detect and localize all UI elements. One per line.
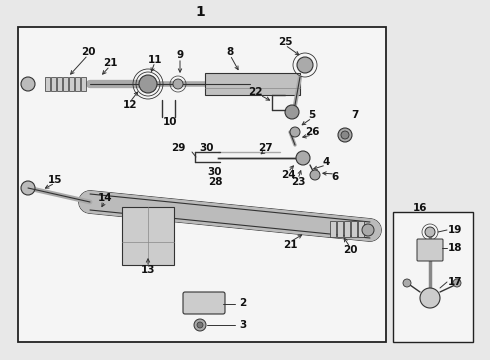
Bar — [122, 207, 174, 265]
Circle shape — [297, 57, 313, 73]
Bar — [63, 77, 68, 91]
Bar — [69, 77, 74, 91]
Text: 10: 10 — [163, 117, 177, 127]
Text: 9: 9 — [176, 50, 184, 60]
Bar — [57, 77, 62, 91]
Bar — [358, 221, 364, 237]
Circle shape — [290, 127, 300, 137]
Text: 15: 15 — [48, 175, 62, 185]
Text: 23: 23 — [291, 177, 305, 187]
Circle shape — [341, 131, 349, 139]
Text: 22: 22 — [248, 87, 262, 97]
Circle shape — [139, 75, 157, 93]
Text: 30: 30 — [208, 167, 222, 177]
Text: 5: 5 — [308, 110, 316, 120]
Bar — [81, 77, 86, 91]
Bar — [45, 77, 50, 91]
Circle shape — [197, 322, 203, 328]
Bar — [75, 77, 80, 91]
Text: 27: 27 — [258, 143, 272, 153]
Circle shape — [21, 181, 35, 195]
Text: 24: 24 — [281, 170, 295, 180]
Bar — [351, 221, 357, 237]
Circle shape — [310, 170, 320, 180]
FancyBboxPatch shape — [183, 292, 225, 314]
Circle shape — [285, 105, 299, 119]
Circle shape — [21, 77, 35, 91]
Text: 7: 7 — [351, 110, 359, 120]
Bar — [393, 212, 473, 342]
Text: 21: 21 — [103, 58, 117, 68]
Text: 11: 11 — [148, 55, 162, 65]
Text: 25: 25 — [278, 37, 292, 47]
Bar — [330, 221, 336, 237]
Text: 26: 26 — [305, 127, 319, 137]
FancyBboxPatch shape — [417, 239, 443, 261]
Bar — [337, 221, 343, 237]
Text: 20: 20 — [343, 245, 357, 255]
Text: 18: 18 — [448, 243, 462, 253]
Text: 16: 16 — [413, 203, 427, 213]
Text: 8: 8 — [226, 47, 234, 57]
Text: 19: 19 — [448, 225, 462, 235]
Circle shape — [425, 227, 435, 237]
Circle shape — [453, 279, 461, 287]
Bar — [51, 77, 56, 91]
Text: 30: 30 — [200, 143, 214, 153]
Text: 3: 3 — [240, 320, 246, 330]
Circle shape — [338, 128, 352, 142]
Circle shape — [420, 288, 440, 308]
Text: 14: 14 — [98, 193, 112, 203]
Bar — [18, 27, 386, 342]
Text: 21: 21 — [283, 240, 297, 250]
Text: 4: 4 — [322, 157, 330, 167]
Bar — [205, 73, 300, 95]
Text: 6: 6 — [331, 172, 339, 182]
Text: 12: 12 — [123, 100, 137, 110]
Text: 17: 17 — [448, 277, 462, 287]
Circle shape — [296, 151, 310, 165]
Circle shape — [173, 79, 183, 89]
Text: 29: 29 — [171, 143, 185, 153]
Text: 28: 28 — [208, 177, 222, 187]
Text: 13: 13 — [141, 265, 155, 275]
Bar — [344, 221, 350, 237]
Text: 2: 2 — [240, 298, 246, 308]
Circle shape — [362, 224, 374, 236]
Text: 20: 20 — [81, 47, 95, 57]
Circle shape — [194, 319, 206, 331]
Circle shape — [403, 279, 411, 287]
Text: 1: 1 — [195, 5, 205, 19]
